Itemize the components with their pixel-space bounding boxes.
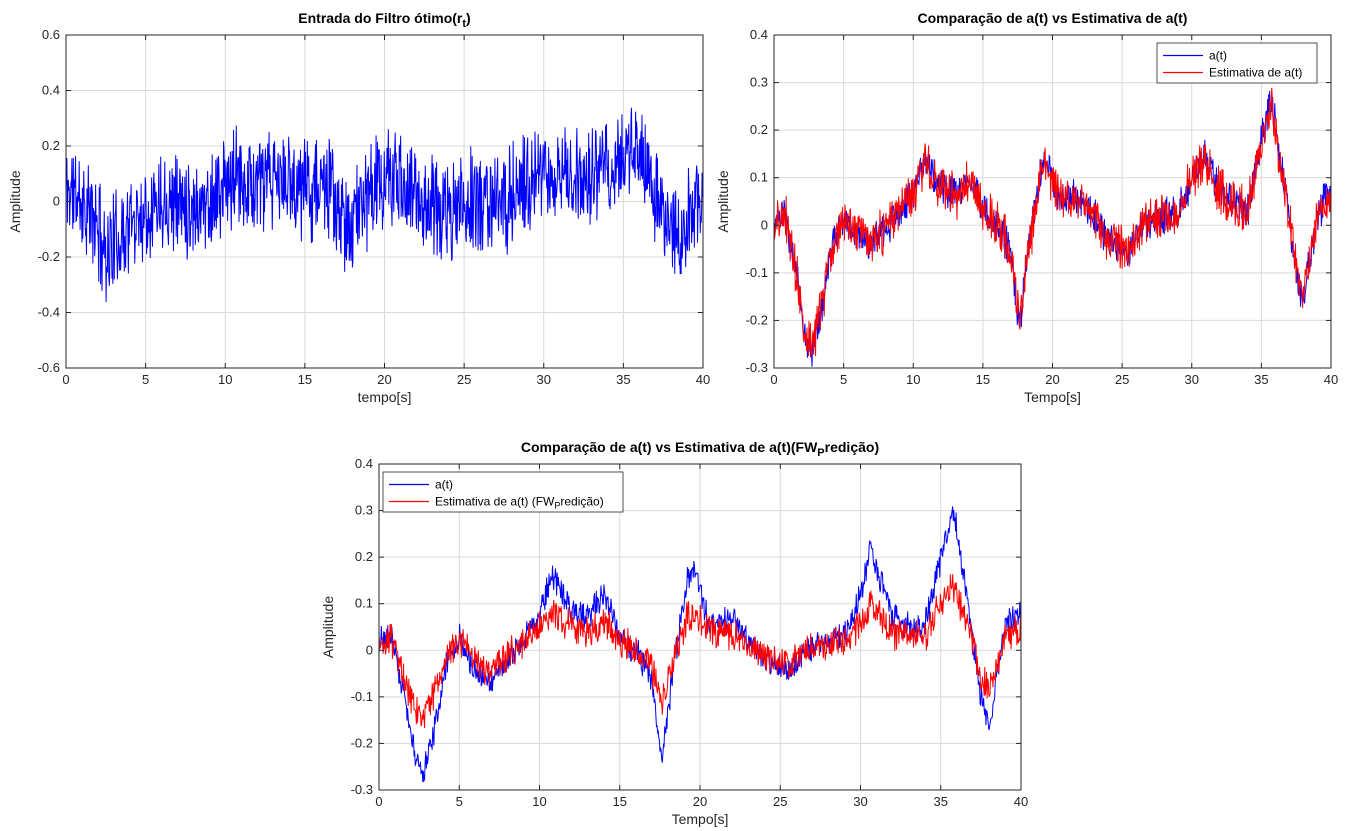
legend-label-2: Estimativa de a(t): [1209, 66, 1302, 80]
x-tick-label: 20: [693, 794, 707, 809]
y-tick-label: 0.6: [42, 27, 60, 42]
y-tick-label: 0: [761, 217, 768, 232]
legend-box: [1156, 42, 1318, 84]
x-tick-label: 40: [1324, 372, 1338, 387]
x-tick-label: 0: [375, 794, 382, 809]
y-tick-label: -0.2: [38, 249, 60, 264]
y-tick-label: 0.1: [750, 170, 768, 185]
y-tick-label: 0.2: [42, 138, 60, 153]
x-tick-label: 10: [906, 372, 920, 387]
legend: a(t) Estimativa de a(t): [1156, 42, 1318, 84]
y-tick-label: -0.2: [351, 735, 373, 750]
y-axis-label: Amplitude: [715, 170, 731, 232]
x-tick-label: 10: [218, 372, 232, 387]
y-tick-label: -0.1: [746, 265, 768, 280]
x-tick-label: 15: [613, 794, 627, 809]
chart-1: 0 5 10 15 20 25 30 35 40 -0.6 -0.4 -0.2 0 0.2 0.4 0.6 te…: [7, 10, 710, 405]
x-tick-label: 15: [976, 372, 990, 387]
series-line-1: [379, 506, 1021, 783]
chart-title: Comparação de a(t) vs Estimativa de a(t)…: [521, 439, 879, 459]
y-tick-label: 0: [53, 194, 60, 209]
y-tick-label: -0.1: [351, 689, 373, 704]
x-axis-label: tempo[s]: [358, 389, 412, 405]
y-tick-label: 0: [366, 642, 373, 657]
chart-title-main: Comparação de a(t) vs Estimativa de a(t)…: [521, 439, 818, 455]
chart-title-end: ): [466, 10, 471, 26]
y-tick-label: -0.4: [38, 305, 60, 320]
x-tick-label: 0: [770, 372, 777, 387]
chart-title-main: Entrada do Filtro ótimo(r: [298, 10, 463, 26]
x-tick-label: 40: [696, 372, 710, 387]
chart-title-end: redição): [825, 439, 879, 455]
legend-label-1: a(t): [435, 478, 453, 492]
legend-box: [382, 471, 624, 513]
y-tick-label: 0.2: [750, 122, 768, 137]
x-tick-label: 5: [456, 794, 463, 809]
x-tick-label: 20: [1045, 372, 1059, 387]
x-tick-label: 25: [1115, 372, 1129, 387]
y-tick-label: -0.3: [746, 360, 768, 375]
legend-label-end: redição): [560, 495, 603, 509]
x-tick-label: 25: [457, 372, 471, 387]
x-tick-label: 35: [616, 372, 630, 387]
y-tick-label: -0.6: [38, 360, 60, 375]
chart-title-sub: t: [462, 18, 466, 30]
x-tick-label: 5: [840, 372, 847, 387]
chart-title: Comparação de a(t) vs Estimativa de a(t): [918, 10, 1188, 26]
y-tick-label: -0.2: [746, 312, 768, 327]
y-tick-label: 0.4: [355, 456, 373, 471]
legend-label-sub: P: [554, 501, 560, 511]
chart-2: 0 5 10 15 20 25 30 35 40 -0.3 -0.2 -0.1 0 0.1 0.2 0.3 0.…: [715, 10, 1338, 405]
series-line-2: [774, 87, 1331, 358]
x-tick-label: 30: [1185, 372, 1199, 387]
x-tick-label: 0: [62, 372, 69, 387]
series-line-1: [66, 107, 703, 303]
y-tick-label: 0.4: [750, 27, 768, 42]
x-tick-label: 5: [142, 372, 149, 387]
y-tick-label: 0.3: [355, 503, 373, 518]
y-tick-label: 0.1: [355, 596, 373, 611]
y-axis-label: Amplitude: [7, 170, 23, 232]
y-tick-label: 0.2: [355, 549, 373, 564]
x-tick-label: 25: [773, 794, 787, 809]
series-line-2: [379, 574, 1021, 729]
x-tick-label: 15: [298, 372, 312, 387]
x-axis-label: Tempo[s]: [672, 811, 729, 827]
x-axis-label: Tempo[s]: [1024, 389, 1081, 405]
y-tick-label: 0.3: [750, 75, 768, 90]
chart-3: 0 5 10 15 20 25 30 35 40 -0.3 -0.2 -0.1 0 0.1 0.2 0.3 0.…: [320, 439, 1028, 827]
x-tick-label: 35: [1254, 372, 1268, 387]
x-tick-label: 20: [377, 372, 391, 387]
x-tick-label: 30: [853, 794, 867, 809]
legend-label-main: a(t): [435, 478, 453, 492]
y-axis-label: Amplitude: [320, 596, 336, 658]
legend-label-main: Estimativa de a(t) (FW: [435, 495, 555, 509]
x-tick-label: 10: [532, 794, 546, 809]
y-tick-label: -0.3: [351, 782, 373, 797]
chart-title-main: Comparação de a(t) vs Estimativa de a(t): [918, 10, 1188, 26]
x-tick-label: 35: [934, 794, 948, 809]
legend-label-2: Estimativa de a(t) (FWPredição): [435, 495, 604, 511]
x-tick-label: 30: [537, 372, 551, 387]
y-tick-label: 0.4: [42, 83, 60, 98]
chart-title-sub: P: [817, 447, 824, 459]
chart-title: Entrada do Filtro ótimo(rt): [298, 10, 470, 30]
legend-label-1: a(t): [1209, 49, 1227, 63]
legend: a(t) Estimativa de a(t) (FWPredição): [382, 471, 624, 513]
x-tick-label: 40: [1014, 794, 1028, 809]
